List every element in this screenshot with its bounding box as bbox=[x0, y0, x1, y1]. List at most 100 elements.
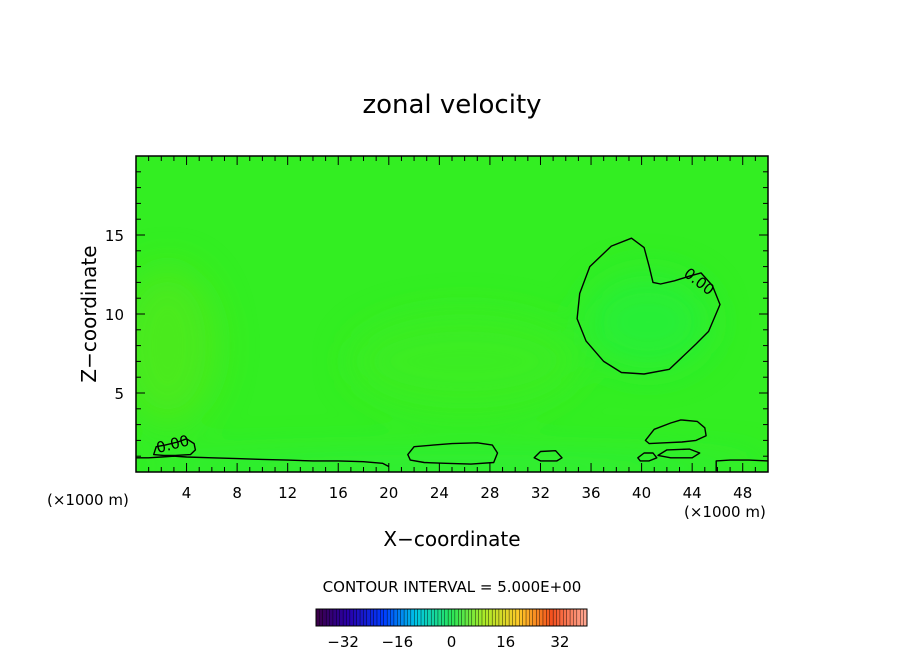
colorbar-cell bbox=[471, 608, 476, 627]
colorbar-cell bbox=[407, 608, 412, 627]
colorbar-cell bbox=[370, 608, 375, 627]
colorbar-cell bbox=[569, 608, 574, 627]
colorbar-cell bbox=[410, 608, 415, 627]
colorbar-cell bbox=[566, 608, 571, 627]
x-unit-right: (×1000 m) bbox=[684, 503, 766, 521]
axis-ticks bbox=[136, 156, 768, 472]
colorbar-cell bbox=[430, 608, 436, 627]
colorbar-cell bbox=[475, 608, 480, 627]
y-tick-labels: 5 10 15 bbox=[105, 227, 124, 403]
colorbar-cell bbox=[495, 608, 500, 627]
colorbar-cell bbox=[353, 608, 358, 627]
colorbar-cell bbox=[417, 608, 422, 627]
colorbar-cell bbox=[559, 608, 564, 627]
colorbar-cell bbox=[319, 608, 324, 627]
colorbar-cell bbox=[552, 608, 558, 627]
colorbar-cell bbox=[491, 608, 497, 627]
contour-line-6 bbox=[637, 452, 658, 462]
colorbar-cell bbox=[342, 608, 347, 627]
colorbar-cell bbox=[376, 608, 381, 627]
x-tick-label: 8 bbox=[232, 484, 242, 502]
colorbar-cell bbox=[481, 608, 486, 627]
y-axis-label: Z−coordinate bbox=[77, 245, 101, 382]
x-tick-label: 40 bbox=[632, 484, 651, 502]
colorbar-cell bbox=[339, 608, 344, 627]
y-tick-label: 15 bbox=[105, 227, 124, 245]
colorbar-cell bbox=[380, 608, 385, 627]
contour-lines bbox=[136, 237, 768, 472]
colorbar-cell bbox=[522, 608, 527, 627]
x-axis-label: X−coordinate bbox=[383, 527, 520, 551]
colorbar-cell bbox=[346, 608, 351, 627]
colorbar-cell bbox=[512, 608, 517, 627]
colorbar-cell bbox=[535, 608, 541, 627]
colorbar-cell bbox=[349, 608, 354, 627]
colorbar-cell bbox=[525, 608, 530, 627]
colorbar-cell bbox=[573, 608, 578, 627]
colorbar-cell bbox=[437, 608, 442, 627]
y-tick-label: 10 bbox=[105, 306, 124, 324]
colorbar-frame bbox=[315, 608, 588, 627]
colorbar-cell bbox=[464, 608, 469, 627]
x-tick-label: 28 bbox=[480, 484, 499, 502]
x-tick-label: 20 bbox=[379, 484, 398, 502]
colorbar-cell bbox=[363, 608, 368, 627]
x-unit-left: (×1000 m) bbox=[47, 491, 129, 509]
colorbar-cell bbox=[461, 608, 466, 627]
colorbar-cell bbox=[451, 608, 456, 627]
x-tick-label: 48 bbox=[733, 484, 752, 502]
contour-line-4 bbox=[533, 450, 563, 462]
colorbar-cell bbox=[549, 608, 554, 627]
colorbar-cell bbox=[444, 608, 449, 627]
contour-line-7 bbox=[657, 448, 701, 459]
x-tick-label: 4 bbox=[182, 484, 192, 502]
colorbar-cell bbox=[434, 608, 439, 627]
contour-interval-text: CONTOUR INTERVAL = 5.000E+00 bbox=[323, 578, 582, 596]
colorbar-cell bbox=[498, 608, 503, 627]
colorbar-cell bbox=[563, 608, 568, 627]
contour-line-3 bbox=[407, 442, 499, 465]
colorbar-cell bbox=[403, 608, 408, 627]
colorbar-cell bbox=[485, 608, 490, 627]
colorbar-cell bbox=[315, 608, 320, 627]
colorbar-cell bbox=[373, 608, 378, 627]
colorbar-cell bbox=[515, 608, 520, 627]
colorbar-cell bbox=[532, 608, 537, 627]
colorbar-tick-label: 32 bbox=[550, 633, 569, 651]
colorbar-cell bbox=[580, 608, 585, 627]
contour-line-1 bbox=[136, 455, 390, 468]
colorbar-cell bbox=[458, 608, 463, 627]
colorbar-cell bbox=[400, 608, 405, 627]
colorbar-cell bbox=[359, 608, 364, 627]
colorbar-cells bbox=[315, 608, 588, 627]
colorbar-cell bbox=[332, 608, 337, 627]
colorbar-tick-label: 0 bbox=[447, 633, 457, 651]
colorbar-tick-label: −32 bbox=[327, 633, 359, 651]
x-tick-label: 44 bbox=[683, 484, 702, 502]
contour-line-5 bbox=[644, 419, 707, 445]
x-tick-labels: 4 8 12 16 20 24 28 32 36 40 44 48 bbox=[182, 484, 752, 502]
plot-area: 0.000.00 bbox=[135, 155, 769, 473]
colorbar-cell bbox=[329, 608, 334, 627]
colorbar-cell bbox=[488, 608, 493, 627]
colorbar-cell bbox=[508, 608, 513, 627]
colorbar-cell bbox=[366, 608, 371, 627]
colorbar: −32 −16 0 16 32 bbox=[315, 608, 588, 651]
colorbar-cell bbox=[556, 608, 561, 627]
contour-line-8 bbox=[715, 459, 768, 472]
colorbar-cell bbox=[322, 608, 327, 627]
colorbar-cell bbox=[424, 608, 429, 627]
colorbar-cell bbox=[336, 608, 341, 627]
colorbar-cell bbox=[441, 608, 446, 627]
x-tick-label: 16 bbox=[329, 484, 348, 502]
colorbar-cell bbox=[420, 608, 425, 627]
colorbar-cell bbox=[505, 608, 510, 627]
colorbar-cell bbox=[478, 608, 483, 627]
colorbar-tick-label: 16 bbox=[496, 633, 515, 651]
colorbar-cell bbox=[383, 608, 388, 627]
chart-title: zonal velocity bbox=[362, 90, 541, 120]
colorbar-cell bbox=[390, 608, 395, 627]
colorbar-cell bbox=[542, 608, 547, 627]
colorbar-cell bbox=[397, 608, 402, 627]
colorbar-cell bbox=[447, 608, 452, 627]
